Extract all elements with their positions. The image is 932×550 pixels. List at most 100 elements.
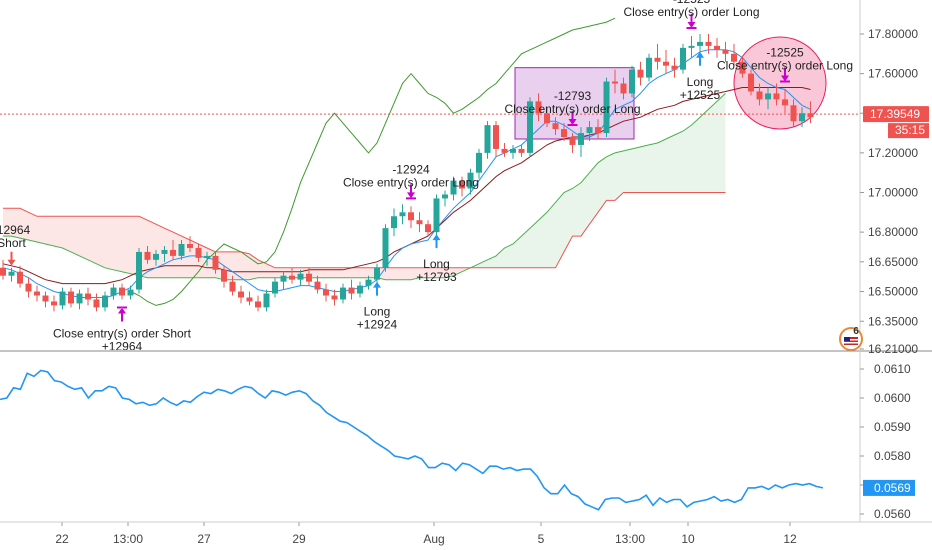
- flag-badge-stripe: [844, 342, 858, 344]
- cloud-segment: [581, 172, 590, 237]
- candle-body: [25, 283, 32, 292]
- candle-body: [756, 91, 763, 100]
- candle: [756, 83, 763, 106]
- trade-label: Close entry(s) order Long: [504, 102, 640, 116]
- candle-body: [535, 101, 542, 114]
- candle-body: [374, 267, 380, 280]
- cloud-segment: [547, 202, 556, 268]
- candle: [680, 43, 686, 74]
- price-tick-label: 16.65000: [868, 255, 918, 269]
- candle: [442, 190, 448, 207]
- time-tick-label: Aug: [423, 532, 444, 546]
- candle: [263, 289, 270, 312]
- time-tick-label: 12: [783, 532, 797, 546]
- candle: [212, 251, 219, 274]
- oscillator-pane[interactable]: [0, 369, 824, 511]
- candle-body: [518, 148, 525, 153]
- cloud-segment: [105, 216, 114, 270]
- candle: [476, 148, 482, 179]
- candle: [765, 87, 771, 110]
- trade-amount: -12525: [673, 0, 711, 6]
- candle-body: [544, 113, 550, 124]
- candle: [187, 236, 193, 252]
- price-pane[interactable]: Close entry(s) order Short+12964Short-12…: [0, 0, 860, 353]
- cloud-segment: [436, 267, 445, 278]
- cloud-segment: [122, 216, 131, 274]
- cloud-segment: [164, 228, 173, 278]
- candle: [127, 285, 134, 300]
- osc-tick-label: 0.0560: [874, 507, 911, 521]
- candle-body: [697, 41, 703, 46]
- candle: [654, 43, 661, 70]
- candle: [552, 117, 559, 136]
- candle: [153, 249, 159, 266]
- candle: [578, 127, 584, 157]
- cloud-segment: [71, 216, 80, 256]
- candle-body: [399, 212, 406, 217]
- close-short-marker-icon: [117, 306, 127, 322]
- candle-body: [433, 198, 440, 233]
- candle-body: [612, 81, 618, 84]
- cloud-segment: [640, 144, 649, 193]
- candle: [170, 240, 176, 260]
- cloud-segment: [530, 220, 539, 268]
- cloud-segment: [564, 188, 573, 252]
- candle: [493, 121, 499, 157]
- last-price-value: 17.39549: [870, 107, 920, 121]
- close-long-marker-icon: [567, 111, 578, 127]
- candle-body: [229, 281, 236, 292]
- cloud-segment: [334, 267, 343, 278]
- candle-body: [85, 293, 91, 300]
- candle-body: [493, 125, 499, 149]
- candle-body: [314, 281, 321, 290]
- candle-body: [646, 57, 652, 78]
- trade-amount: -12525: [766, 45, 804, 59]
- flag-badge-icon: [839, 327, 863, 351]
- candle: [807, 101, 814, 124]
- candle-body: [722, 49, 729, 54]
- candle-body: [272, 281, 278, 294]
- candle-body: [127, 289, 134, 296]
- candle: [255, 295, 261, 312]
- cloud-segment: [521, 228, 530, 268]
- close-long-marker-icon: [780, 67, 790, 83]
- osc-tick-label: 0.0580: [874, 449, 911, 463]
- cloud-segment: [232, 251, 241, 280]
- short-arrow-icon: [7, 251, 16, 266]
- cloud-segment: [487, 255, 496, 268]
- candle: [646, 53, 652, 82]
- candle: [510, 144, 516, 159]
- trade-label: Long: [423, 257, 450, 271]
- trade-amount: +12793: [416, 270, 457, 284]
- cloud-segment: [538, 212, 547, 268]
- candle: [697, 34, 703, 54]
- candle-body: [790, 105, 797, 122]
- trade-label: Close entry(s) order Long: [623, 5, 759, 19]
- cloud-segment: [428, 267, 437, 278]
- price-tick-label: 17.80000: [868, 27, 918, 41]
- candle-body: [552, 123, 559, 130]
- candle-body: [382, 228, 389, 268]
- time-tick-label: 5: [538, 532, 545, 546]
- candle-body: [714, 45, 720, 50]
- cloud-segment: [615, 150, 624, 201]
- candle-body: [637, 69, 644, 78]
- candle: [739, 55, 746, 78]
- price-tick-label: 16.35000: [868, 314, 918, 328]
- candle-body: [654, 57, 661, 62]
- cloud-segment: [385, 267, 394, 280]
- trade-label: Close entry(s) order Long: [717, 58, 853, 72]
- candle: [314, 275, 321, 294]
- candle-body: [408, 212, 414, 221]
- cloud-segment: [28, 212, 37, 243]
- candle-body: [425, 224, 431, 233]
- x-axis[interactable]: 22 13:00 27 29 Aug 5 13:00 10 12: [55, 522, 797, 546]
- candle: [59, 287, 66, 310]
- candle: [484, 121, 491, 159]
- cloud-segment: [411, 267, 420, 280]
- candle-body: [603, 81, 610, 134]
- cloud-segment: [3, 208, 12, 237]
- close-long-marker-icon: [406, 184, 416, 200]
- candle-body: [586, 127, 593, 134]
- candle-body: [306, 273, 312, 282]
